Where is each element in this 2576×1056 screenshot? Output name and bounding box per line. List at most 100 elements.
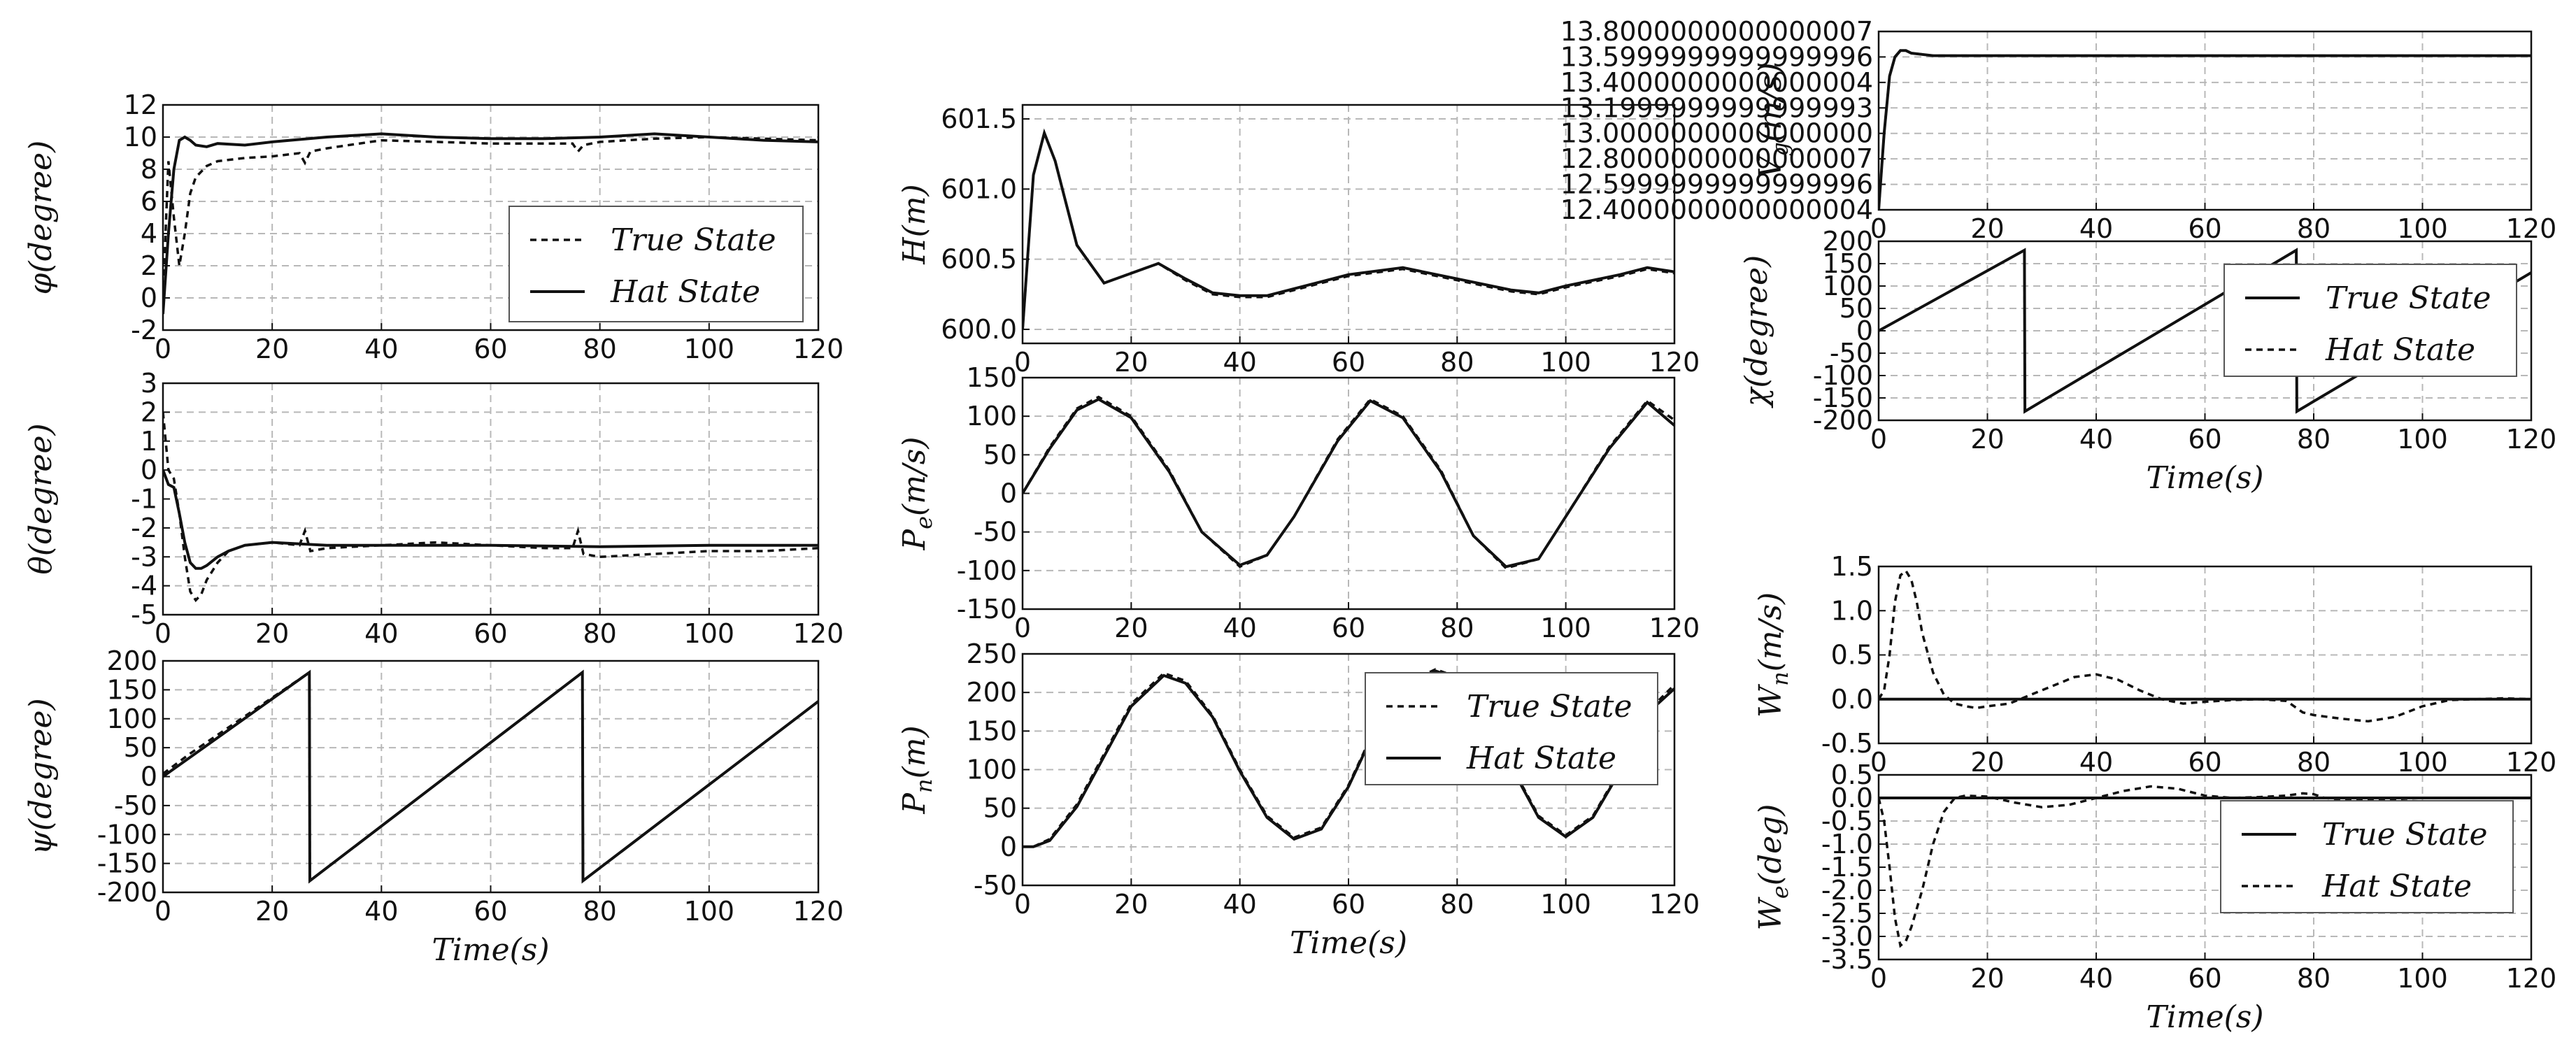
y-tick-label: 50 [124,732,157,763]
y-tick-label: 0 [1000,832,1017,862]
x-tick-label: 20 [255,618,289,649]
x-tick-label: 100 [1540,613,1591,643]
y-tick-label: 0 [141,762,157,792]
x-tick-label: 60 [1332,347,1365,378]
x-tick-label: 100 [2397,424,2448,455]
x-tick-label: 40 [364,334,398,364]
series-Pe-true-state [1023,395,1674,570]
y-tick-label: -150 [1813,383,1873,413]
x-tick-label: 80 [2297,963,2331,994]
x-tick-label: 20 [1114,613,1148,643]
x-tick-label: 80 [1440,613,1474,643]
legend-label: Hat State [610,274,760,310]
y-tick-label: 600.0 [941,314,1017,345]
x-tick-label: 60 [2188,747,2221,778]
series-theta-hat-state [163,469,818,570]
x-tick-label: 20 [255,896,289,927]
x-tick-label: 40 [364,896,398,927]
x-tick-label: 80 [583,618,616,649]
y-tick-label: 12.4000000000000004 [1560,194,1873,225]
grid-Vg [1879,31,2531,210]
y-tick-label: 0.5 [1831,640,1873,671]
y-tick-label: 13.5999999999999996 [1560,41,1873,72]
x-tick-label: 120 [793,334,844,364]
y-tick-label: 10 [124,122,157,152]
x-tick-label: 80 [2297,747,2331,778]
series-Wn-hat-state [1879,569,2531,723]
legend-Pn: True State Hat State [1365,672,1658,785]
y-tick-label: 200 [106,645,157,676]
series-chi-hat-state [1879,248,2531,414]
subplot-chi: 0 20 40 60 80 100 120-200-150-100-500501001502… [1739,226,2556,496]
y-tick-label: 12.5999999999999996 [1560,169,1873,200]
y-tick-label: -2 [131,513,157,543]
y-tick-label: -150 [97,848,157,879]
x-tick-label: 60 [2188,963,2221,994]
y-tick-label: -1.0 [1821,829,1873,859]
x-tick-label: 60 [474,618,507,649]
y-tick-label: -3.0 [1821,921,1873,952]
y-tick-label: -0.5 [1821,806,1873,836]
series-psi-hat-state [163,669,818,884]
x-tick-label: 120 [1649,889,1700,920]
y-tick-label: 50 [1840,293,1873,324]
x-tick-label: 40 [2079,747,2113,778]
x-tick-label: 120 [2506,213,2557,244]
y-tick-label: -50 [114,790,157,821]
x-axis-label-chi: Time(s) [2146,460,2263,496]
y-tick-label: 0.0 [1831,783,1873,813]
x-tick-label: 20 [1970,963,2004,994]
x-tick-label: 0 [155,618,171,649]
subplot-Vg: 0 20 40 60 80 100 120 12.400000000000000412.599… [1560,16,2557,244]
y-tick-label: -5 [131,599,157,630]
y-tick-label: -1 [131,484,157,515]
x-tick-label: 20 [1970,747,2004,778]
y-axis-label-Pe: Pe(m/s) [897,436,937,550]
x-tick-label: 80 [1440,889,1474,920]
legend-label: Hat State [2325,332,2475,368]
x-tick-label: 100 [684,896,735,927]
y-tick-label: -3 [131,541,157,572]
x-tick-label: 20 [255,334,289,364]
legend-box [1365,672,1658,785]
y-axis-label-We: We(deg) [1753,804,1793,931]
x-tick-label: 80 [2297,213,2331,244]
y-tick-label: 8 [141,154,157,185]
y-tick-label: 0 [141,283,157,313]
y-tick-label: 100 [966,401,1017,431]
legend-box [508,206,804,322]
x-tick-label: 60 [1332,889,1365,920]
x-tick-label: 40 [1223,613,1256,643]
series-H-hat-state [1023,128,1674,330]
y-axis-label-H: H(m) [897,184,932,264]
y-tick-label: 12.8000000000000007 [1560,143,1873,174]
y-tick-label: 50 [983,439,1017,470]
y-tick-label: 0.5 [1831,759,1873,790]
x-tick-label: 120 [2506,424,2557,455]
x-tick-label: 100 [2397,213,2448,244]
x-tick-label: 60 [1332,613,1365,643]
x-tick-label: 0 [1870,747,1887,778]
grid-chi [1879,241,2531,420]
y-tick-label: 150 [966,362,1017,393]
y-axis-label-psi: ψ(degree) [23,698,59,855]
y-tick-label: 100 [1822,271,1873,301]
y-axis-label-Vg: Vg(m/s) [1753,63,1793,179]
legend-label: True State [2322,817,2488,852]
grid-theta [163,383,818,615]
x-tick-label: 120 [793,618,844,649]
x-tick-label: 120 [1649,613,1700,643]
legend-label: True State [1467,689,1632,725]
legend-label: True State [611,222,776,258]
y-tick-label: 13.0000000000000000 [1560,118,1873,149]
legend-label: True State [2326,280,2491,316]
subplot-H: 0 20 40 60 80 100 120 600.0 600.5 601.0 601.5 H(m) [897,104,1700,378]
x-tick-label: 20 [1970,424,2004,455]
y-tick-label: -1.5 [1821,852,1873,883]
y-tick-label: 150 [1822,248,1873,279]
y-tick-label: 0 [141,455,157,485]
y-tick-label: 6 [141,186,157,217]
y-tick-label: -50 [974,870,1017,901]
y-tick-label: -200 [1813,405,1873,436]
